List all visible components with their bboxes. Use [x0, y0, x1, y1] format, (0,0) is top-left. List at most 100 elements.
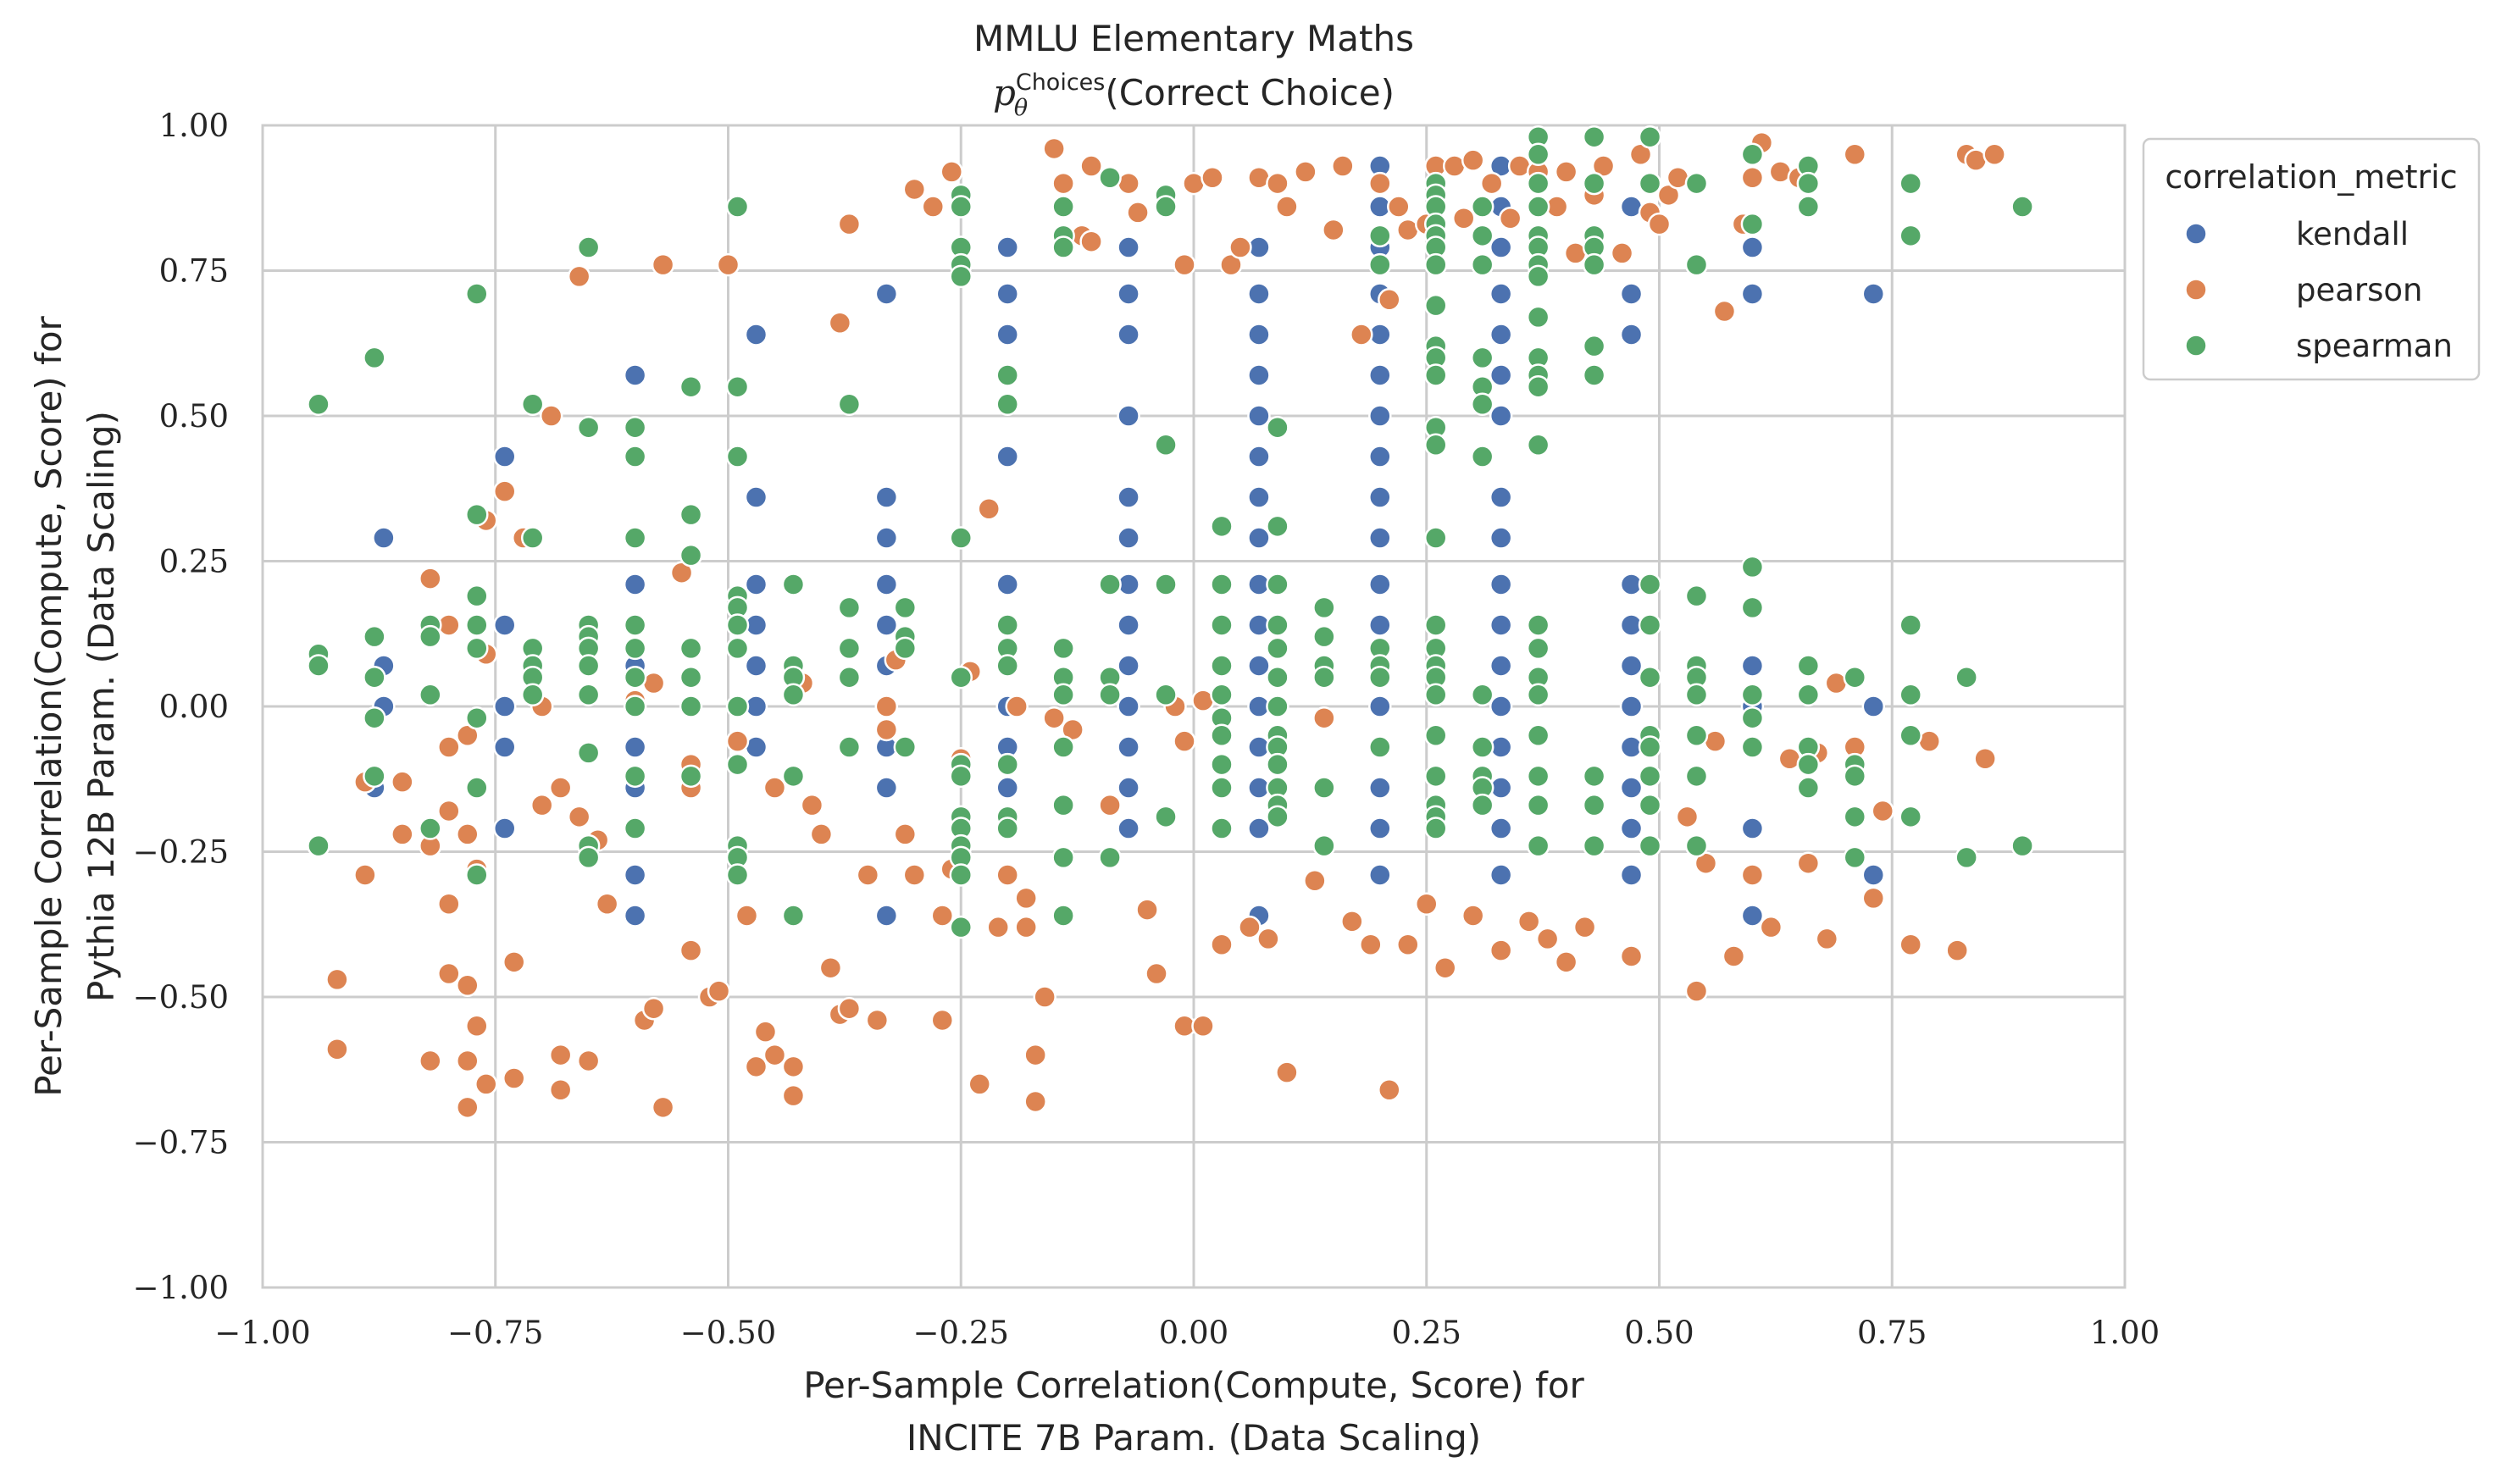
point-spearman — [995, 613, 1019, 637]
x-tick-label: −1.00 — [214, 1315, 310, 1351]
point-pearson — [1079, 230, 1103, 253]
point-spearman — [1796, 171, 1821, 196]
point-pearson — [1014, 886, 1038, 911]
point-pearson — [1098, 793, 1122, 817]
point-pearson — [1368, 171, 1392, 196]
point-spearman — [1470, 346, 1494, 370]
point-pearson — [762, 1043, 787, 1067]
point-spearman — [1154, 683, 1178, 707]
point-pearson — [1135, 898, 1159, 922]
point-spearman — [1470, 252, 1494, 277]
point-kendall — [1368, 445, 1392, 468]
point-spearman — [1684, 723, 1709, 748]
point-spearman — [949, 863, 973, 887]
point-kendall — [874, 526, 899, 550]
point-spearman — [1684, 683, 1709, 707]
point-spearman — [1843, 665, 1867, 689]
point-spearman — [725, 195, 750, 219]
point-spearman — [1423, 293, 1448, 318]
point-pearson — [1051, 171, 1075, 196]
point-spearman — [1526, 723, 1550, 748]
point-kendall — [1117, 695, 1140, 718]
point-kendall — [1489, 613, 1513, 637]
point-pearson — [1433, 955, 1457, 980]
point-spearman — [520, 683, 545, 707]
point-spearman — [1051, 235, 1075, 259]
y-tick-label: 1.00 — [159, 108, 229, 144]
point-pearson — [456, 822, 480, 846]
point-spearman — [576, 235, 601, 259]
point-spearman — [1051, 683, 1075, 707]
point-pearson — [1303, 869, 1327, 893]
point-kendall — [1247, 654, 1271, 678]
point-spearman — [1470, 195, 1494, 219]
point-pearson — [492, 479, 517, 503]
point-kendall — [1368, 817, 1392, 840]
point-pearson — [1228, 235, 1252, 259]
point-spearman — [1423, 526, 1448, 550]
point-pearson — [1759, 915, 1783, 939]
point-pearson — [1982, 142, 2006, 167]
x-tick-label: −0.75 — [447, 1315, 543, 1351]
legend-items: kendall pearson spearman — [2184, 216, 2453, 364]
point-pearson — [735, 904, 759, 928]
point-spearman — [1266, 415, 1289, 440]
point-spearman — [1368, 735, 1392, 759]
point-kendall — [1368, 695, 1392, 718]
point-spearman — [623, 817, 647, 840]
point-pearson — [548, 776, 573, 800]
point-spearman — [1526, 195, 1550, 219]
point-spearman — [1051, 904, 1075, 928]
point-spearman — [1796, 683, 1821, 707]
point-kendall — [1368, 573, 1392, 596]
point-kendall — [1117, 776, 1140, 800]
point-spearman — [1266, 665, 1289, 689]
point-spearman — [679, 695, 703, 718]
point-kendall — [1489, 404, 1513, 428]
point-spearman — [363, 346, 386, 370]
point-pearson — [502, 1066, 526, 1090]
point-spearman — [1796, 752, 1821, 777]
point-pearson — [818, 955, 843, 980]
point-spearman — [1266, 805, 1289, 829]
point-pearson — [856, 863, 880, 887]
point-spearman — [1312, 665, 1336, 689]
point-spearman — [1638, 573, 1662, 596]
point-pearson — [1042, 136, 1066, 161]
point-kendall — [1368, 363, 1392, 387]
point-spearman — [1899, 613, 1922, 637]
point-spearman — [576, 741, 601, 765]
point-spearman — [893, 595, 918, 620]
point-spearman — [1684, 171, 1709, 196]
point-pearson — [1275, 1060, 1299, 1084]
point-kendall — [623, 904, 647, 928]
point-pearson — [1535, 927, 1560, 951]
point-spearman — [1796, 654, 1821, 678]
point-kendall — [1489, 817, 1513, 840]
point-pearson — [1014, 915, 1038, 939]
point-pearson — [1675, 805, 1700, 829]
point-kendall — [1247, 817, 1271, 840]
point-spearman — [725, 863, 750, 887]
point-kendall — [1117, 526, 1140, 550]
point-pearson — [567, 264, 591, 289]
point-pearson — [930, 1008, 955, 1033]
point-pearson — [781, 1083, 806, 1108]
point-kendall — [1489, 282, 1513, 306]
point-spearman — [1796, 776, 1821, 800]
point-kendall — [1117, 485, 1140, 509]
point-pearson — [968, 1072, 991, 1096]
point-spearman — [949, 195, 973, 219]
point-spearman — [1210, 514, 1234, 539]
point-spearman — [1051, 735, 1075, 759]
point-spearman — [1210, 654, 1234, 678]
point-spearman — [1740, 706, 1765, 730]
point-pearson — [725, 729, 750, 753]
point-spearman — [1051, 636, 1075, 661]
point-kendall — [1619, 817, 1644, 840]
point-spearman — [1526, 305, 1550, 329]
point-kendall — [1247, 363, 1271, 387]
point-kendall — [492, 695, 517, 718]
point-pearson — [1396, 933, 1420, 957]
x-axis-label-line1: Per-Sample Correlation(Compute, Score) f… — [803, 1365, 1584, 1406]
